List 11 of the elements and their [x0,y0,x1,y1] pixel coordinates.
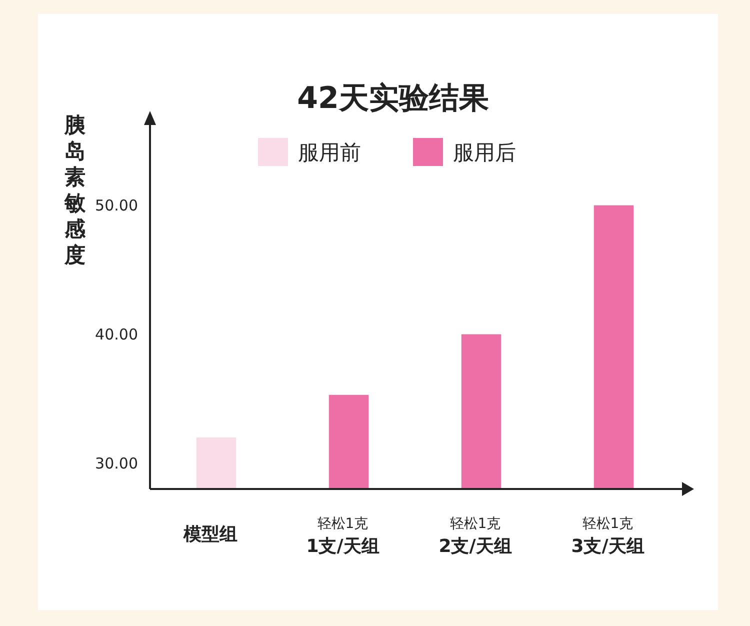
x-tick-label: 轻松1克 1支/天组 [306,516,380,557]
legend-label: 服用前 [298,140,361,164]
y-axis-title: 胰岛素敏感度 [64,113,86,267]
x-tick-label: 轻松1克 3支/天组 [571,516,644,557]
y-tick-label: 50.00 [95,196,138,215]
chart-title: 42天实验结果 [297,81,489,116]
y-tick-label: 30.00 [95,454,138,472]
legend-label: 服用后 [453,140,516,164]
x-tick-label: 模型组 [182,524,238,545]
x-tick-label: 轻松1克 2支/天组 [438,516,512,557]
y-tick-label: 40.00 [95,325,138,344]
